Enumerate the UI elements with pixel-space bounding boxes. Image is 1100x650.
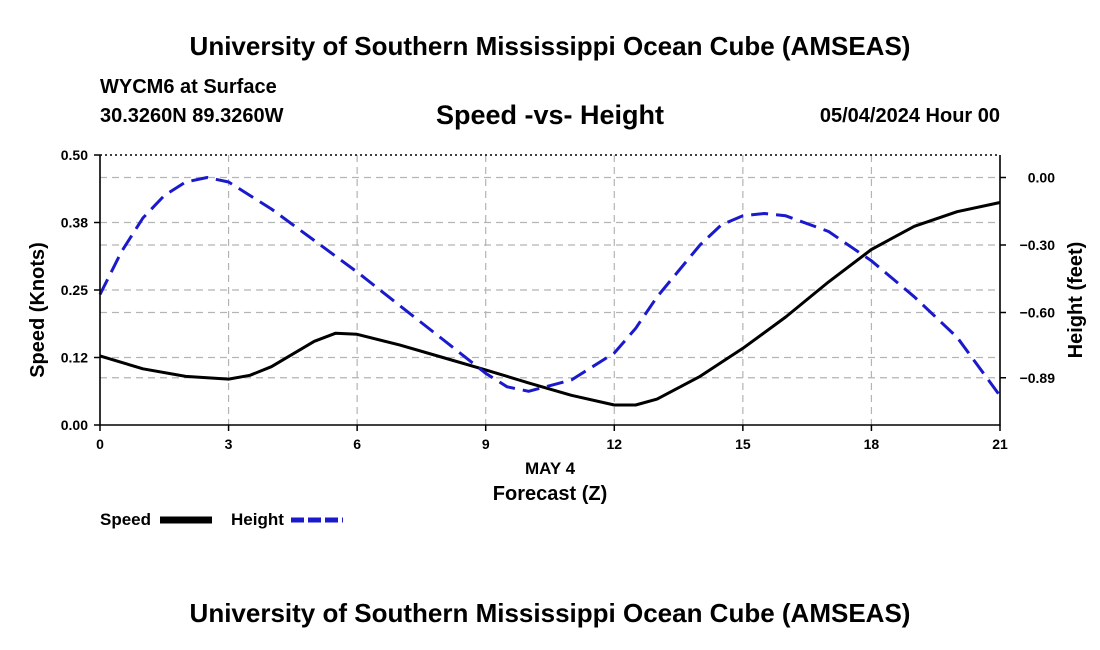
y-tick-label: 0.00 [61,417,88,433]
legend-label-height: Height [231,510,284,529]
page-footer-title: University of Southern Mississippi Ocean… [189,598,911,628]
y-tick-label: 0.50 [61,147,88,163]
x-axis-label: Forecast (Z) [493,483,607,505]
x-tick-label: 3 [225,436,233,452]
y-tick-label: 0.25 [61,282,88,298]
y-tick-label: 0.12 [61,350,88,366]
x-tick-label: 0 [96,436,104,452]
station-coordinates: 30.3260N 89.3260W [100,105,284,127]
x-tick-label: 15 [735,436,751,452]
page-title: University of Southern Mississippi Ocean… [189,31,911,61]
chart-legend: Speed Height [100,510,343,529]
plot-axes-lines [99,155,1001,426]
station-label: WYCM6 at Surface [100,76,277,98]
y-tick-label: 0.38 [61,215,88,231]
y2-tick-label: −0.60 [1020,305,1056,321]
chart-grid [100,155,1000,425]
x-axis-ticks: 0 3 6 9 12 15 18 21 [96,425,1008,452]
x-tick-label: 18 [864,436,880,452]
chart-series [98,176,1002,407]
y2-tick-label: 0.00 [1028,170,1055,186]
x-tick-label: 12 [606,436,622,452]
y2-tick-label: −0.89 [1020,370,1056,386]
legend-label-speed: Speed [100,510,151,529]
y2-tick-label: −0.30 [1020,237,1056,253]
series-line-height [98,176,1002,397]
y2-axis-label: Height (feet) [1065,242,1087,359]
x-tick-label: 6 [353,436,361,452]
x-axis-date-label: MAY 4 [525,459,576,478]
y2-axis-ticks: 0.00 −0.30 −0.60 −0.89 [1000,170,1055,386]
x-tick-label: 9 [482,436,490,452]
x-tick-label: 21 [992,436,1008,452]
series-line-speed [99,201,1001,407]
chart-title: Speed -vs- Height [435,100,665,130]
forecast-datetime: 05/04/2024 Hour 00 [819,105,1000,127]
y-axis-label: Speed (Knots) [27,242,49,378]
y-axis-ticks: 0.00 0.12 0.25 0.38 0.50 [61,147,100,433]
